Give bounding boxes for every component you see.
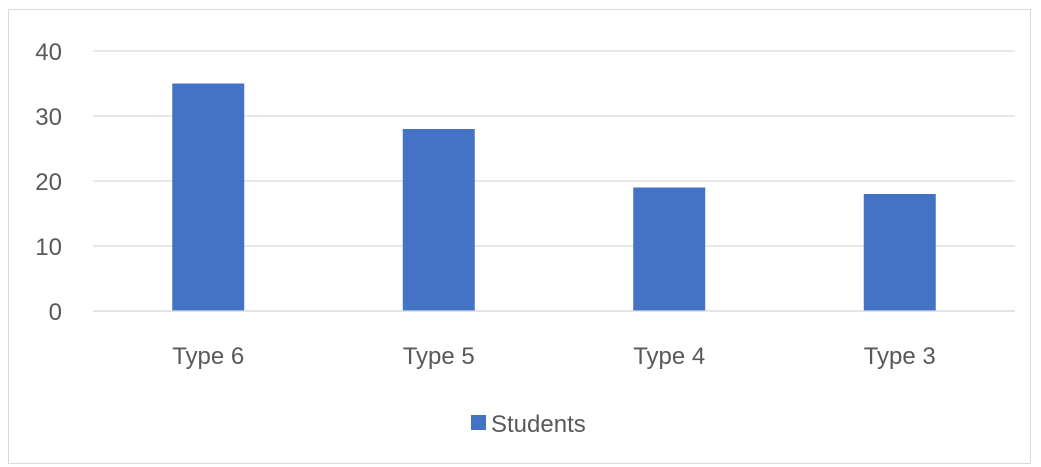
x-tick-label: Type 5 — [403, 343, 475, 370]
bar-type-4 — [633, 187, 706, 311]
y-tick-label: 20 — [35, 169, 62, 196]
legend-label-students: Students — [491, 411, 586, 438]
y-tick-label: 40 — [35, 39, 62, 66]
y-tick-label: 0 — [49, 299, 62, 326]
x-tick-label: Type 6 — [172, 343, 244, 370]
x-tick-label: Type 4 — [633, 343, 705, 370]
bar-type-3 — [863, 194, 936, 311]
x-axis-ticks: Type 6 Type 5 Type 4 Type 3 — [172, 343, 936, 370]
y-tick-label: 30 — [35, 104, 62, 131]
bars — [93, 83, 1015, 312]
legend-swatch-students — [471, 415, 486, 430]
legend: Students — [471, 411, 586, 438]
x-tick-label: Type 3 — [864, 343, 936, 370]
y-axis-ticks: 0 10 20 30 40 — [35, 39, 62, 326]
bar-type-5 — [402, 129, 475, 311]
y-tick-label: 10 — [35, 234, 62, 261]
bar-type-6 — [172, 83, 245, 311]
